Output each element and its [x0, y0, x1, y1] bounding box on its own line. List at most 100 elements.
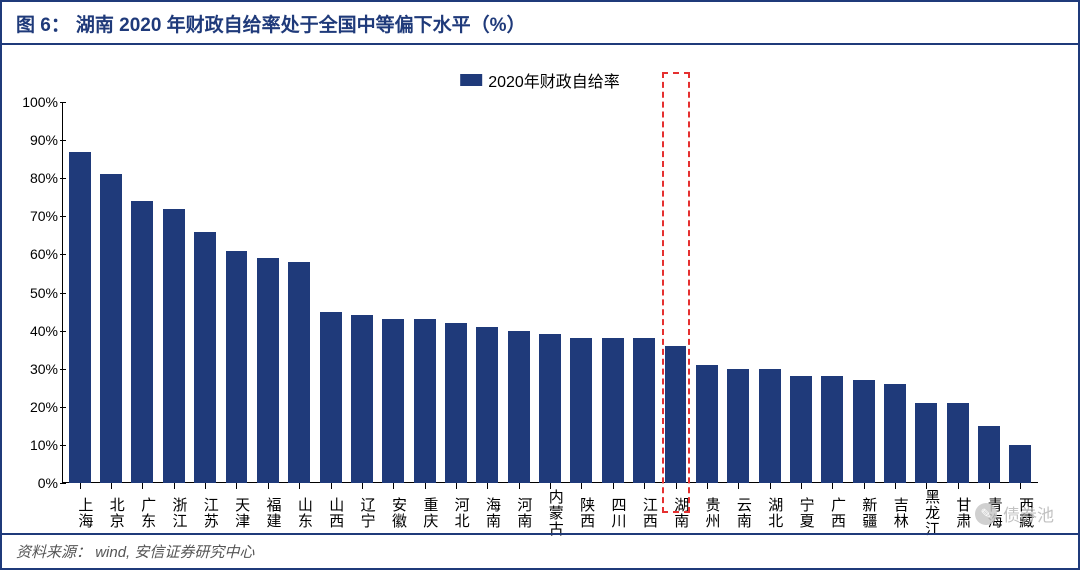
bar-slot	[346, 102, 377, 483]
x-tick-label: 浙江	[158, 483, 189, 537]
bar	[790, 376, 812, 483]
bars-container	[62, 102, 1038, 483]
bar	[696, 365, 718, 483]
bar	[947, 403, 969, 483]
y-tick-label: 40%	[12, 323, 58, 339]
bar-slot	[597, 102, 628, 483]
x-tick-label: 辽宁	[346, 483, 377, 537]
x-tick-label: 新疆	[848, 483, 879, 537]
bar-slot	[628, 102, 659, 483]
bar	[978, 426, 1000, 483]
x-tick-label: 内蒙古	[534, 483, 565, 537]
x-tick-label: 河南	[503, 483, 534, 537]
x-tick-label: 北京	[95, 483, 126, 537]
bar-slot	[315, 102, 346, 483]
bar-slot	[817, 102, 848, 483]
bar	[915, 403, 937, 483]
bar	[476, 327, 498, 483]
chart-area: 0%10%20%30%40%50%60%70%80%90%100% 上海北京广东…	[62, 102, 1038, 483]
bar	[602, 338, 624, 483]
bar	[539, 334, 561, 483]
bar-slot	[848, 102, 879, 483]
bar	[414, 319, 436, 483]
bar-slot	[879, 102, 910, 483]
x-tick-label: 云南	[723, 483, 754, 537]
bar	[821, 376, 843, 483]
x-tick-label: 海南	[472, 483, 503, 537]
bar-slot	[754, 102, 785, 483]
bar	[257, 258, 279, 483]
legend-label: 2020年财政自给率	[488, 68, 620, 92]
chart-frame: 图 6： 湖南 2020 年财政自给率处于全国中等偏下水平（%） 2020年财政…	[0, 0, 1080, 570]
bar	[508, 331, 530, 483]
x-tick-label: 湖南	[660, 483, 691, 537]
bar-slot	[252, 102, 283, 483]
bar-slot	[911, 102, 942, 483]
figure-number: 图 6：	[16, 10, 70, 37]
y-tick-label: 0%	[12, 475, 58, 491]
bar-slot	[440, 102, 471, 483]
bar-slot	[95, 102, 126, 483]
bar-slot	[378, 102, 409, 483]
bar	[570, 338, 592, 483]
bar	[226, 251, 248, 483]
bar	[633, 338, 655, 483]
bar	[194, 232, 216, 483]
bar	[853, 380, 875, 483]
figure-title: 湖南 2020 年财政自给率处于全国中等偏下水平（%）	[76, 10, 526, 37]
source-text: wind, 安信证券研究中心	[95, 544, 254, 561]
x-tick-label: 贵州	[691, 483, 722, 537]
x-tick-label: 安徽	[378, 483, 409, 537]
x-tick-label: 福建	[252, 483, 283, 537]
bar	[351, 315, 373, 483]
bar	[100, 174, 122, 483]
bar	[288, 262, 310, 483]
bar-slot	[221, 102, 252, 483]
bar-slot	[534, 102, 565, 483]
source-label: 资料来源：	[16, 544, 91, 561]
chart-legend: 2020年财政自给率	[460, 68, 620, 92]
title-bar: 图 6： 湖南 2020 年财政自给率处于全国中等偏下水平（%）	[2, 2, 1078, 45]
x-tick-label: 吉林	[879, 483, 910, 537]
bar-slot	[503, 102, 534, 483]
bar	[759, 369, 781, 483]
bar-slot	[409, 102, 440, 483]
bar	[445, 323, 467, 483]
y-tick-label: 60%	[12, 246, 58, 262]
watermark: ✎ 债券池	[975, 501, 1054, 526]
x-axis-labels: 上海北京广东浙江江苏天津福建山东山西辽宁安徽重庆河北海南河南内蒙古陕西四川江西湖…	[62, 483, 1038, 537]
source-bar: 资料来源： wind, 安信证券研究中心	[2, 533, 1078, 568]
bar	[163, 209, 185, 483]
bar	[1009, 445, 1031, 483]
bar-slot	[472, 102, 503, 483]
bar-slot	[785, 102, 816, 483]
bar-slot	[942, 102, 973, 483]
y-tick-label: 10%	[12, 437, 58, 453]
x-tick-label: 黑龙江	[911, 483, 942, 537]
x-tick-label: 河北	[440, 483, 471, 537]
bar	[884, 384, 906, 483]
y-tick-label: 20%	[12, 399, 58, 415]
x-tick-label: 宁夏	[785, 483, 816, 537]
bar-slot	[691, 102, 722, 483]
x-tick-label: 重庆	[409, 483, 440, 537]
bar	[131, 201, 153, 483]
bar-slot	[189, 102, 220, 483]
bar	[665, 346, 687, 483]
x-tick-label: 山东	[284, 483, 315, 537]
bar-slot	[127, 102, 158, 483]
y-tick-label: 90%	[12, 132, 58, 148]
x-tick-label: 广西	[817, 483, 848, 537]
y-tick-label: 70%	[12, 208, 58, 224]
bar	[382, 319, 404, 483]
legend-swatch	[460, 74, 482, 86]
y-tick-label: 80%	[12, 170, 58, 186]
bar-slot	[973, 102, 1004, 483]
bar	[69, 152, 91, 483]
bar-slot	[723, 102, 754, 483]
y-axis-ticks: 0%10%20%30%40%50%60%70%80%90%100%	[12, 102, 58, 483]
y-tick-label: 30%	[12, 361, 58, 377]
bar-slot	[566, 102, 597, 483]
x-tick-label: 江西	[628, 483, 659, 537]
bar	[320, 312, 342, 483]
